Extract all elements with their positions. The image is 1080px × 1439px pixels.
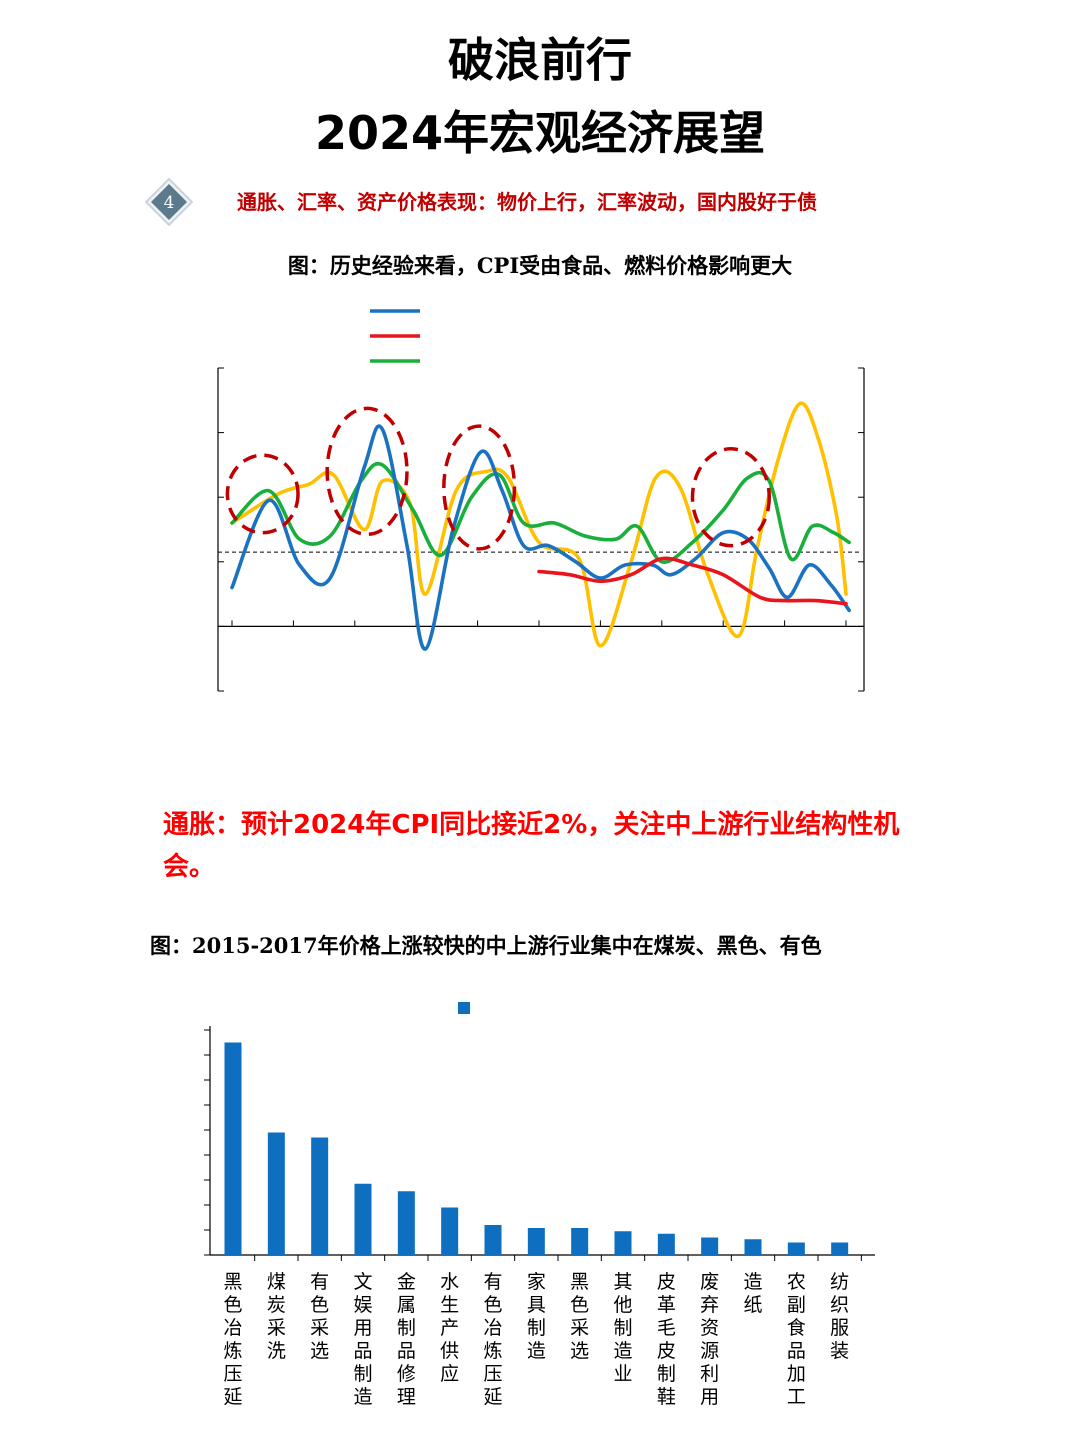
chart2-category-label: 农副食品加工 — [787, 1271, 806, 1408]
chart2-category-label: 废弃资源利用 — [700, 1271, 719, 1408]
chart2-bar — [527, 1228, 545, 1255]
chart2-bar — [311, 1137, 329, 1255]
chart2-bar — [354, 1183, 372, 1255]
chart2-title: 图：2015-2017年价格上涨较快的中上游行业集中在煤炭、黑色、有色 — [150, 933, 822, 958]
chart1-highlight-circle — [690, 447, 771, 548]
chart2-bar — [831, 1242, 849, 1255]
page-title-line2: 2024年宏观经济展望 — [314, 106, 766, 160]
chart1-series-line-0 — [230, 424, 851, 651]
chart2-category-label: 黑色采选 — [570, 1271, 589, 1362]
section-heading: 通胀、汇率、资产价格表现：物价上行，汇率波动，国内股好于债 — [237, 190, 817, 214]
chart1-cpi-lines — [217, 309, 865, 692]
chart1-title: 图：历史经验来看，CPI受由食品、燃料价格影响更大 — [287, 253, 793, 278]
chart1-highlight-circle — [225, 453, 300, 535]
chart2-category-label: 水生产供应 — [440, 1271, 459, 1385]
chart2-category-label: 煤炭采洗 — [267, 1271, 286, 1362]
chart2-category-label: 有色采选 — [310, 1271, 329, 1362]
chart2-legend-swatch — [458, 1002, 470, 1014]
chart2-bar — [224, 1042, 242, 1255]
page-title-line1: 破浪前行 — [448, 33, 632, 87]
chart2-bar — [571, 1228, 589, 1255]
section-number-badge: 4 — [145, 178, 193, 226]
chart1-highlight-circle — [442, 424, 517, 551]
chart2-category-label: 黑色冶炼压延 — [223, 1271, 242, 1408]
chart2-bar — [701, 1237, 719, 1255]
chart2-bar — [397, 1191, 415, 1255]
chart2-category-label: 文娱用品制造 — [353, 1271, 372, 1408]
inflation-note: 通胀：预计2024年CPI同比接近2%，关注中上游行业结构性机会。 — [163, 810, 900, 882]
chart2-bar — [657, 1233, 675, 1255]
chart2-category-label: 有色冶炼压延 — [483, 1271, 502, 1408]
section-number: 4 — [164, 193, 175, 213]
chart2-category-label: 家具制造 — [527, 1271, 546, 1362]
chart2-category-label: 其他制造业 — [613, 1271, 632, 1385]
chart2-category-label: 皮革毛皮制鞋 — [657, 1271, 676, 1408]
chart2-category-label: 造纸 — [743, 1271, 762, 1316]
chart2-bar — [441, 1207, 459, 1255]
chart2-category-label: 纺织服装 — [830, 1271, 849, 1362]
chart2-bar — [267, 1132, 285, 1255]
chart2-bar — [484, 1225, 502, 1255]
chart2-bar — [614, 1231, 632, 1255]
chart1-highlight-circle — [325, 406, 409, 537]
chart1-series-line-1 — [537, 556, 848, 606]
chart2-bar — [787, 1242, 805, 1255]
chart2-bar — [744, 1239, 762, 1255]
chart2-category-label: 金属制品修理 — [397, 1271, 416, 1408]
